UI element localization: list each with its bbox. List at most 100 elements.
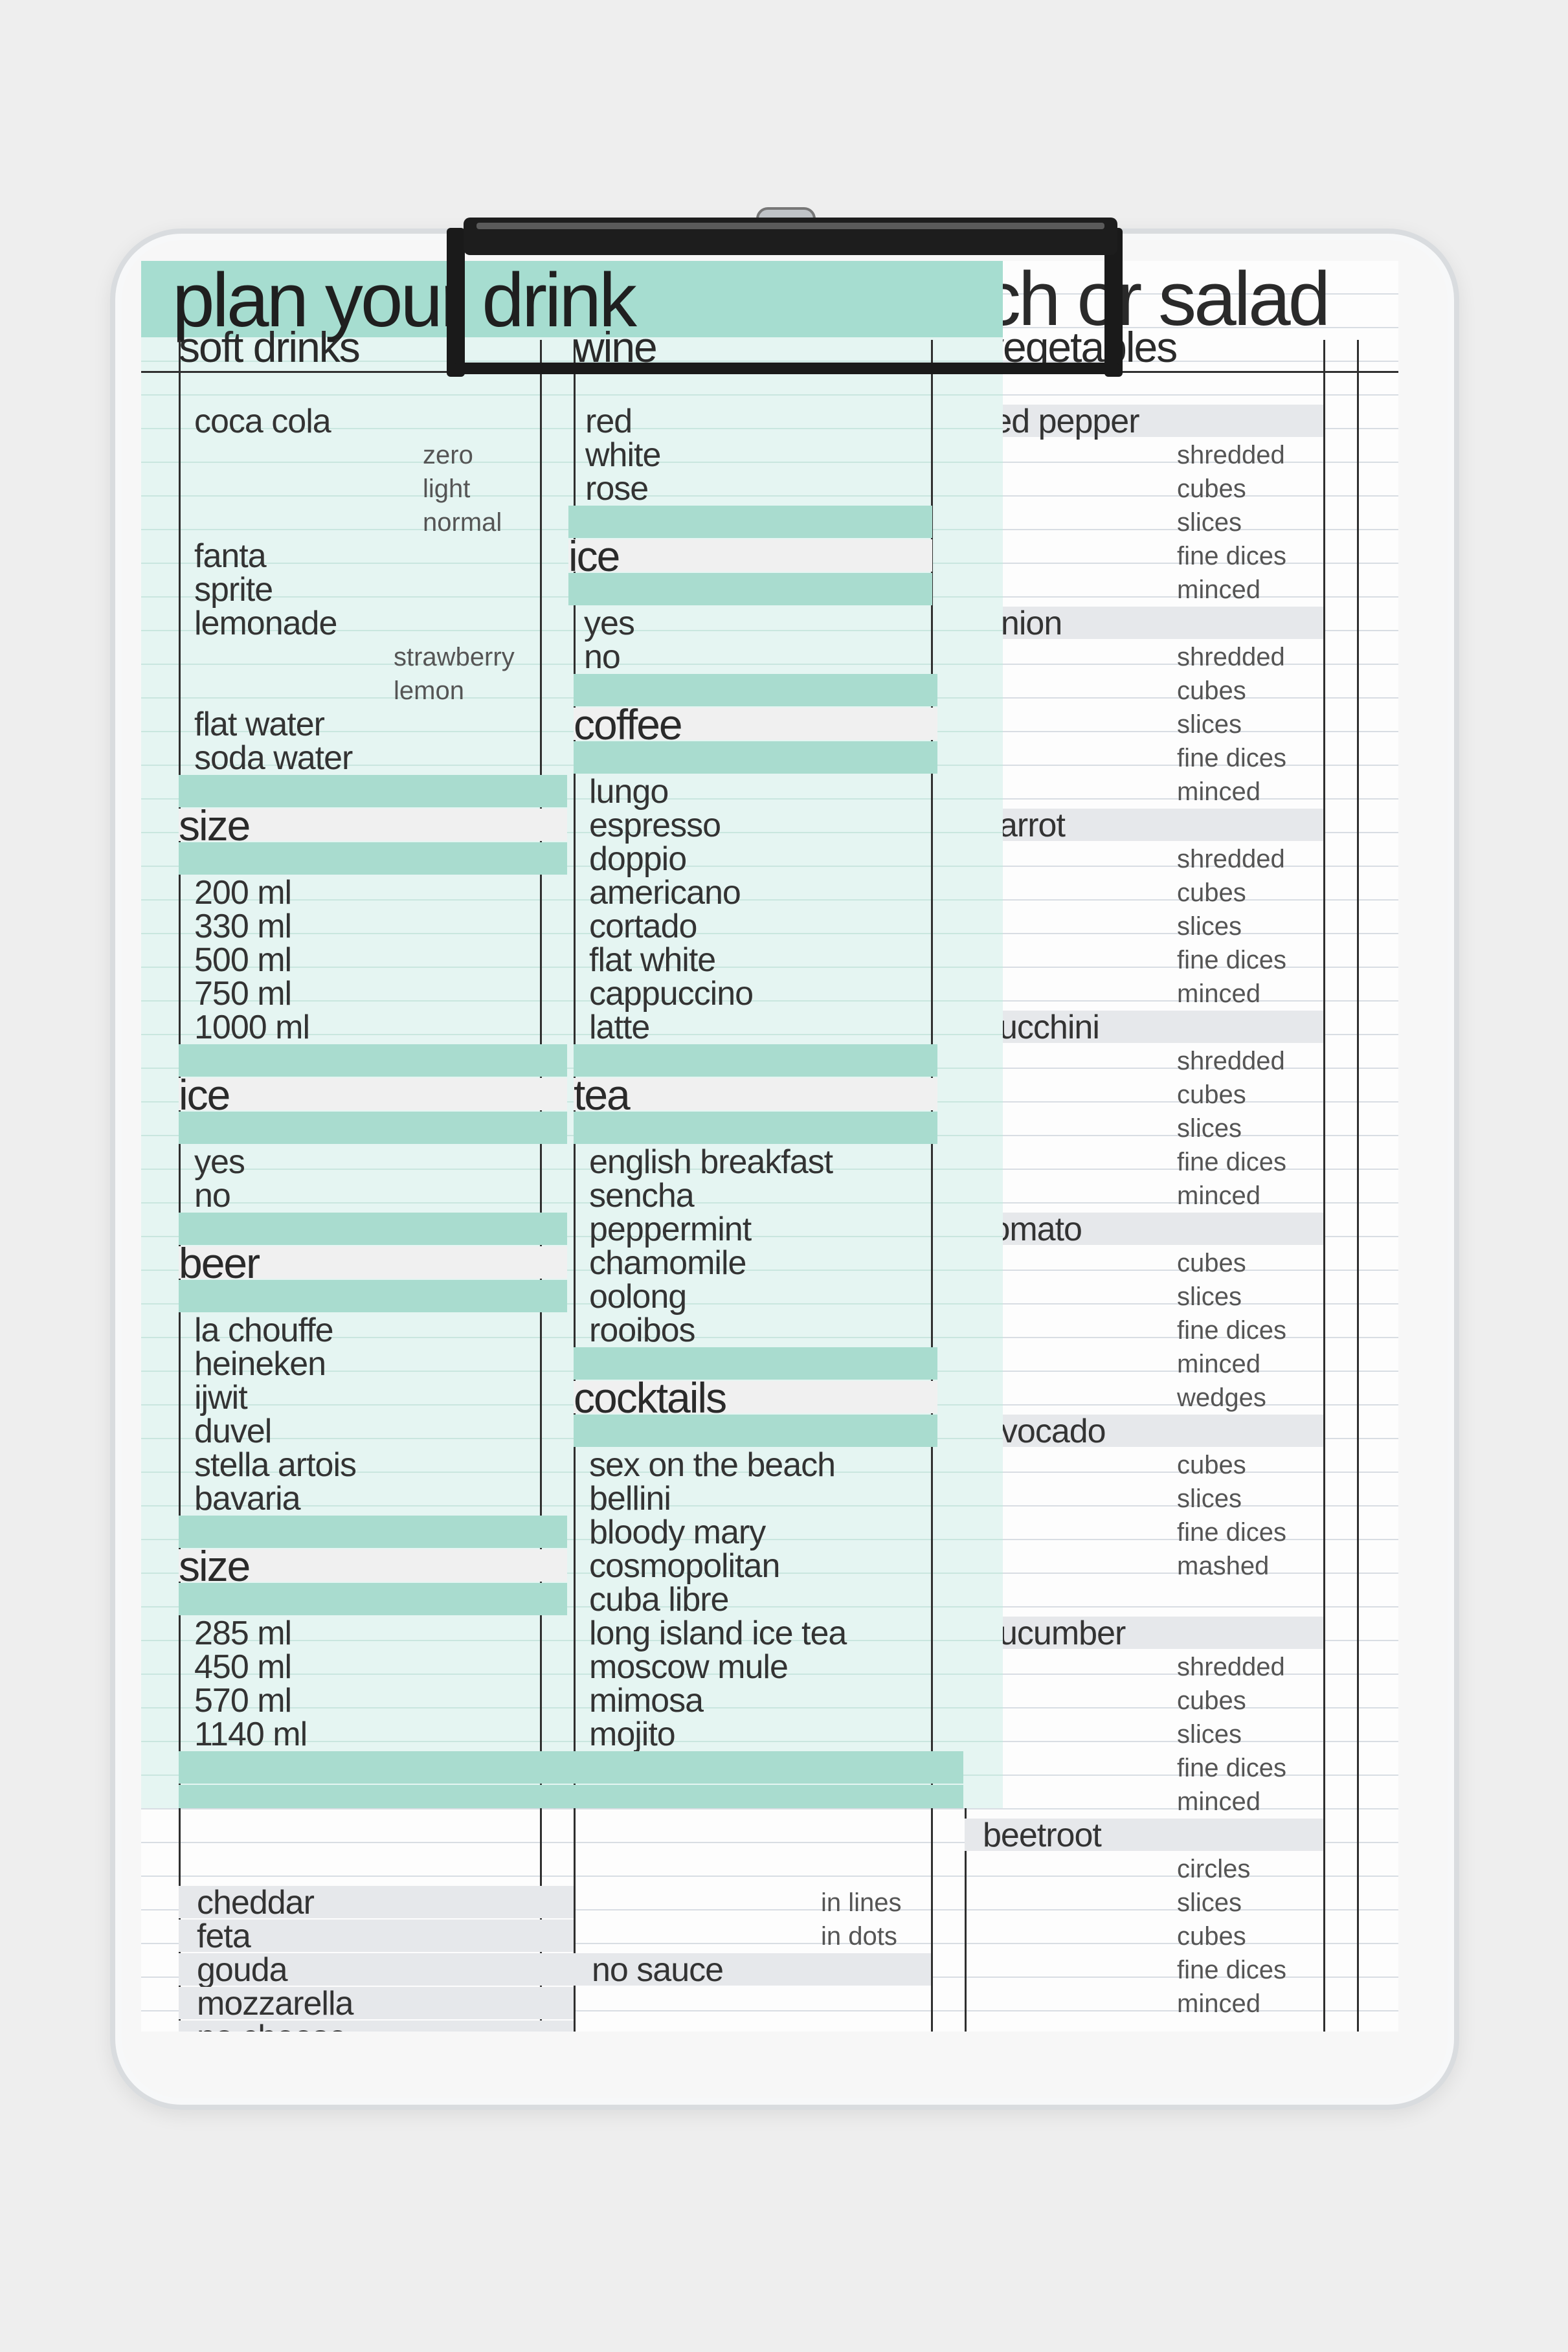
drink-option: bloody mary <box>589 1514 766 1551</box>
soft-drinks-subheading: soft drinks <box>179 323 361 371</box>
cut-option: minced <box>1177 1989 1260 2018</box>
row-band <box>179 1785 963 1808</box>
drink-option: peppermint <box>589 1211 752 1248</box>
row-band <box>179 1213 567 1245</box>
cut-option: slices <box>1177 508 1242 537</box>
cheese-option: feta <box>197 1918 251 1955</box>
row-band <box>574 1347 937 1380</box>
drink-option: long island ice tea <box>589 1615 847 1652</box>
drink-option: no <box>584 638 621 676</box>
vegetable-name: avocado <box>983 1413 1106 1450</box>
row-band <box>965 809 1323 841</box>
drink-option: stella artois <box>194 1446 357 1484</box>
drink-option: cuba libre <box>589 1581 729 1618</box>
drink-option: 330 ml <box>194 908 292 945</box>
cut-option: fine dices <box>1177 542 1286 570</box>
drink-option: lemonade <box>194 605 337 642</box>
row-band <box>965 405 1323 437</box>
drink-option: lungo <box>589 773 669 811</box>
cut-option: cubes <box>1177 1249 1246 1277</box>
cut-option: fine dices <box>1177 946 1286 974</box>
row-band <box>965 607 1323 639</box>
section-heading: coffee <box>574 700 683 748</box>
drink-option: cortado <box>589 908 697 945</box>
drink-option: cappuccino <box>589 975 754 1013</box>
cut-option: cubes <box>1177 677 1246 705</box>
cut-option: slices <box>1177 1282 1242 1311</box>
section-heading: tea <box>574 1071 631 1119</box>
drink-option: 450 ml <box>194 1648 292 1686</box>
row-band <box>574 1078 937 1110</box>
row-band <box>574 1953 931 1986</box>
cut-option: slices <box>1177 912 1242 941</box>
drink-option: 1000 ml <box>194 1009 310 1046</box>
cut-option: minced <box>1177 980 1260 1008</box>
drink-option: mojito <box>589 1716 676 1753</box>
section-heading: ice <box>179 1071 230 1119</box>
sauce-style: in lines <box>821 1888 902 1917</box>
cola-variant: normal <box>423 508 502 537</box>
vegetable-name: beetroot <box>983 1817 1102 1854</box>
section-heading: beer <box>179 1239 260 1287</box>
drink-option: 570 ml <box>194 1682 292 1719</box>
lemonade-variant: strawberry <box>394 643 515 671</box>
cut-option: slices <box>1177 1484 1242 1513</box>
wine-option: red <box>585 403 633 440</box>
drink-option: mimosa <box>589 1682 704 1719</box>
cut-option: mashed <box>1177 1552 1270 1580</box>
drink-option: moscow mule <box>589 1648 789 1686</box>
vegetable-name: cucumber <box>983 1615 1126 1652</box>
section-heading: ice <box>568 532 620 580</box>
drink-option: 1140 ml <box>194 1716 308 1753</box>
lemonade-variant: lemon <box>394 677 464 705</box>
drink-option: ijwit <box>194 1379 248 1417</box>
drink-option: la chouffe <box>194 1312 334 1349</box>
cut-option: wedges <box>1177 1383 1266 1412</box>
row-band <box>179 1044 567 1077</box>
cut-option: cubes <box>1177 879 1246 907</box>
cut-option: fine dices <box>1177 1754 1286 1782</box>
cut-option: minced <box>1177 778 1260 806</box>
drink-option: fanta <box>194 537 267 575</box>
row-band <box>574 1381 937 1413</box>
cut-option: cubes <box>1177 1451 1246 1479</box>
wine-subheading: wine <box>574 323 658 371</box>
row-band <box>574 1112 937 1144</box>
row-band <box>568 573 932 605</box>
wine-option: white <box>585 436 661 474</box>
row-band <box>179 1246 567 1279</box>
cut-option: fine dices <box>1177 744 1286 772</box>
row-band <box>179 1953 574 1986</box>
row-band <box>965 1011 1323 1043</box>
drink-option: duvel <box>194 1413 272 1450</box>
cut-option: minced <box>1177 1182 1260 1210</box>
drink-option: rooibos <box>589 1312 696 1349</box>
binder-clip-icon[interactable] <box>464 218 1117 255</box>
front-sheet-drink: plan your drink soft drinks wine coca co… <box>141 261 1003 1808</box>
drink-option: bavaria <box>194 1480 301 1518</box>
drink-option: chamomile <box>589 1244 746 1282</box>
drink-option: yes <box>584 605 635 642</box>
cut-option: circles <box>1177 1855 1251 1883</box>
section-heading: size <box>179 1542 251 1590</box>
row-band <box>574 1415 937 1447</box>
column-rule <box>1323 340 1325 2032</box>
drink-option: 200 ml <box>194 874 292 912</box>
drink-option: sencha <box>589 1177 695 1215</box>
drink-option: sex on the beach <box>589 1446 836 1484</box>
drink-option: sprite <box>194 571 273 609</box>
clip-wire-left <box>447 228 465 377</box>
row-band <box>965 1213 1323 1245</box>
drink-header-band: plan your drink <box>141 261 1003 339</box>
cheese-option: mozzarella <box>197 1985 353 2022</box>
drink-option: heineken <box>194 1345 326 1383</box>
sauce-none: no sauce <box>592 1951 724 1989</box>
row-band <box>179 1583 567 1615</box>
drink-option: 500 ml <box>194 941 292 979</box>
sauce-style: in dots <box>821 1922 897 1951</box>
row-band <box>568 539 932 572</box>
row-band <box>179 1280 567 1312</box>
cheese-option: no cheese <box>197 2021 347 2032</box>
cut-option: shredded <box>1177 441 1285 469</box>
section-heading: size <box>179 801 251 849</box>
